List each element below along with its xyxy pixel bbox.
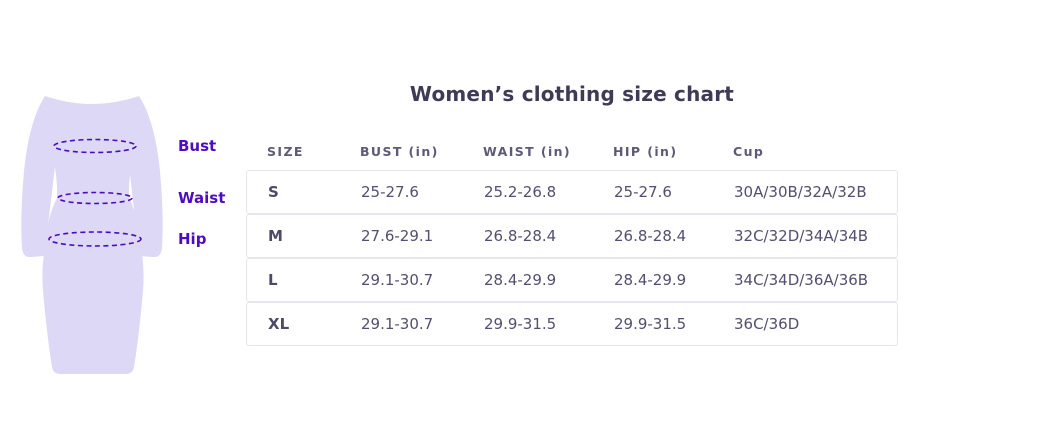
table-row-s: S 25-27.6 25.2-26.8 25-27.6 30A/30B/32A/… [246,170,898,214]
table-row-m: M 27.6-29.1 26.8-28.4 26.8-28.4 32C/32D/… [246,214,898,258]
cell-cup: 36C/36D [734,315,800,333]
hip-label: Hip [178,230,207,248]
cell-hip: 29.9-31.5 [614,315,687,333]
table-row-xl: XL 29.1-30.7 29.9-31.5 29.9-31.5 36C/36D [246,302,898,346]
bust-label: Bust [178,137,217,155]
cell-bust: 29.1-30.7 [361,315,434,333]
header-bust: BUST (in) [360,144,439,159]
header-cup: Cup [733,144,765,159]
cell-cup: 30A/30B/32A/32B [734,183,867,201]
dress-illustration [21,96,163,374]
cell-bust: 25-27.6 [361,183,419,201]
dress-left-sleeve [21,96,60,258]
cell-cup: 34C/34D/36A/36B [734,271,869,289]
cell-cup: 32C/32D/34A/34B [734,227,869,245]
waist-label: Waist [178,189,226,207]
cell-waist: 28.4-29.9 [484,271,557,289]
waist-measure-line [57,191,133,205]
cell-bust: 29.1-30.7 [361,271,434,289]
hip-measure-line [48,231,142,247]
cell-waist: 29.9-31.5 [484,315,557,333]
cell-bust: 27.6-29.1 [361,227,434,245]
bust-measure-line [53,138,137,154]
cell-size: L [268,271,278,289]
cell-size: XL [268,315,290,333]
cell-waist: 25.2-26.8 [484,183,557,201]
cell-waist: 26.8-28.4 [484,227,557,245]
cell-hip: 25-27.6 [614,183,672,201]
page-title: Women’s clothing size chart [409,82,735,106]
dress-body-shape [42,96,144,374]
size-chart-table: SIZE BUST (in) WAIST (in) HIP (in) Cup S… [246,133,898,346]
header-size: SIZE [267,144,304,159]
header-hip: HIP (in) [613,144,678,159]
cell-hip: 28.4-29.9 [614,271,687,289]
table-row-l: L 29.1-30.7 28.4-29.9 28.4-29.9 34C/34D/… [246,258,898,302]
cell-size: S [268,183,279,201]
header-waist: WAIST (in) [483,144,572,159]
cell-size: M [268,227,283,245]
dress-right-sleeve [124,96,163,258]
table-header-row: SIZE BUST (in) WAIST (in) HIP (in) Cup [246,133,898,170]
cell-hip: 26.8-28.4 [614,227,687,245]
